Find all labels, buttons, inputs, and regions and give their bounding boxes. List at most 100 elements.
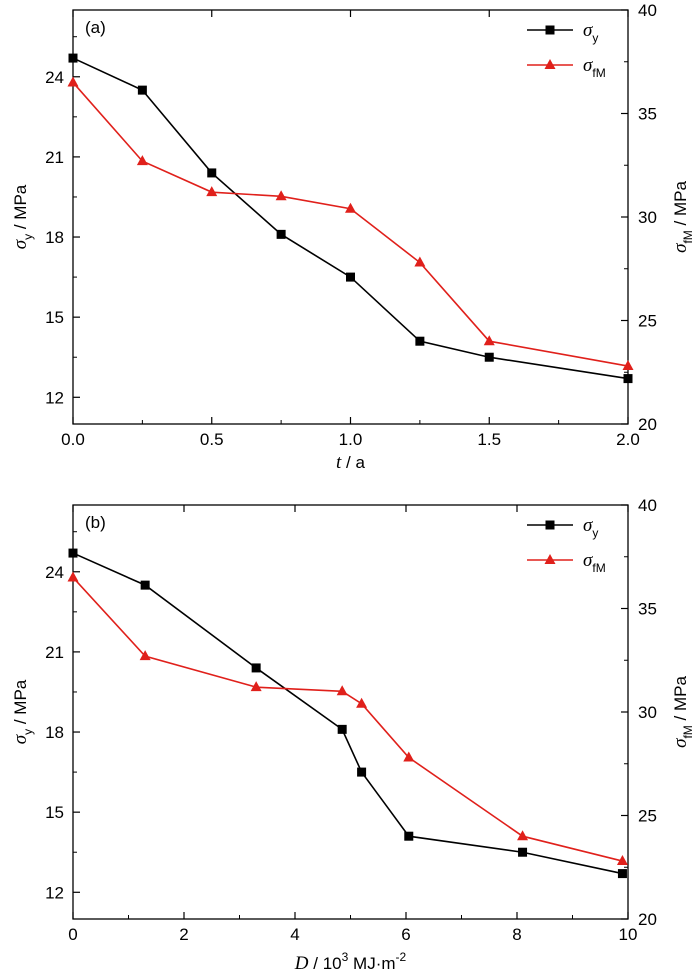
x-label-symbol: t [336, 452, 342, 473]
legend-subscript: y [592, 526, 598, 540]
x-tick-label: 2.0 [616, 430, 640, 449]
y-left-tick-label: 24 [45, 68, 64, 87]
legend-marker-triangle [544, 554, 556, 564]
data-point-square [68, 548, 78, 558]
data-point-square [207, 168, 217, 178]
x-tick-label: 0.5 [200, 430, 224, 449]
data-point-square [518, 847, 528, 857]
legend-subscript: y [592, 31, 598, 45]
data-point-square [415, 336, 425, 346]
data-point-triangle [356, 697, 368, 708]
x-tick-label: 4 [290, 925, 299, 944]
legend-subscript: fM [592, 66, 605, 80]
y-right-tick-label: 40 [638, 1, 657, 20]
x-tick-label: 10 [619, 925, 638, 944]
legend-symbol: σ [583, 515, 593, 536]
y-right-label-text: / MPa [671, 676, 690, 726]
data-point-square [68, 53, 78, 63]
y-right-axis-label: σfM / MPa [670, 181, 695, 253]
y-right-label-text: / MPa [671, 181, 690, 231]
legend-subscript: fM [592, 561, 605, 575]
y-right-tick-label: 40 [638, 496, 657, 515]
y-left-tick-label: 12 [45, 883, 64, 902]
data-point-square [617, 869, 627, 879]
y-left-label-symbol: σ [10, 239, 31, 249]
y-left-axis-label: σy / MPa [10, 679, 35, 744]
legend-entry-sigma-fm: σfM [583, 55, 606, 80]
data-point-triangle [517, 830, 529, 841]
y-right-axis-label: σfM / MPa [670, 676, 695, 748]
data-point-triangle [345, 202, 356, 213]
series-line-sigma-fm [72, 81, 629, 367]
legend-symbol: σ [583, 550, 593, 571]
data-point-triangle [483, 335, 495, 346]
y-left-label-text: / MPa [11, 679, 30, 729]
legend-entry-sigma-y: σy [583, 20, 598, 45]
legend-marker-triangle [544, 59, 556, 69]
x-tick-label: 0 [68, 925, 77, 944]
y-right-tick-label: 20 [638, 415, 657, 434]
x-axis-label: t / a [336, 452, 365, 473]
data-point-square [140, 580, 150, 590]
y-right-tick-label: 20 [638, 910, 657, 929]
series-line-sigma-fm [72, 576, 623, 862]
x-tick-label: 1.5 [477, 430, 501, 449]
data-point-square [404, 831, 414, 841]
y-right-tick-label: 25 [638, 312, 657, 331]
series-line-sigma-y [72, 57, 629, 380]
x-label-sup-2: -2 [396, 950, 407, 964]
y-left-tick-label: 21 [45, 643, 64, 662]
series-line-sigma-y [72, 552, 623, 875]
x-tick-label: 6 [401, 925, 410, 944]
data-point-square [623, 374, 633, 384]
y-right-label-symbol: σ [670, 243, 691, 253]
x-tick-label: 2 [179, 925, 188, 944]
legend-marker-square [545, 520, 555, 530]
y-right-tick-label: 25 [638, 807, 657, 826]
data-point-triangle [67, 571, 79, 582]
x-label-sup: 3 [342, 950, 349, 964]
y-left-label-sub: y [21, 234, 35, 240]
data-point-square [346, 272, 355, 282]
legend-symbol: σ [583, 55, 593, 76]
y-right-tick-label: 35 [638, 600, 657, 619]
y-left-axis-label: σy / MPa [10, 184, 35, 249]
x-axis-label: D / 103 MJ·m-2 [294, 950, 407, 974]
x-tick-label: 1.0 [339, 430, 363, 449]
data-point-square [337, 724, 347, 734]
y-left-tick-label: 18 [45, 228, 64, 247]
y-left-tick-label: 21 [45, 148, 64, 167]
data-point-triangle [67, 76, 79, 87]
y-left-tick-label: 18 [45, 723, 64, 742]
legend-entry-sigma-fm: σfM [583, 550, 606, 575]
data-point-triangle [250, 681, 262, 692]
y-left-tick-label: 15 [45, 308, 64, 327]
data-point-triangle [136, 155, 148, 166]
data-point-triangle [616, 855, 628, 866]
panel-label: (b) [85, 513, 106, 532]
y-right-tick-label: 30 [638, 208, 657, 227]
data-point-triangle [275, 190, 287, 201]
data-point-triangle [336, 685, 348, 696]
x-label-text: / 10 [309, 954, 342, 973]
y-right-tick-label: 30 [638, 703, 657, 722]
y-left-label-symbol: σ [10, 734, 31, 744]
y-right-label-symbol: σ [670, 738, 691, 748]
data-point-triangle [414, 256, 426, 267]
data-point-square [276, 229, 286, 239]
y-right-label-sub: fM [681, 725, 695, 738]
legend-marker-square [545, 25, 555, 35]
y-left-tick-label: 24 [45, 563, 64, 582]
plot-frame [72, 9, 629, 425]
y-left-tick-label: 12 [45, 388, 64, 407]
panel-label: (a) [85, 18, 106, 37]
y-left-label-sub: y [21, 729, 35, 735]
data-point-triangle [622, 360, 634, 371]
y-right-label-sub: fM [681, 230, 695, 243]
data-point-square [357, 767, 367, 777]
data-point-triangle [403, 751, 415, 762]
x-label-symbol: D [294, 953, 309, 974]
